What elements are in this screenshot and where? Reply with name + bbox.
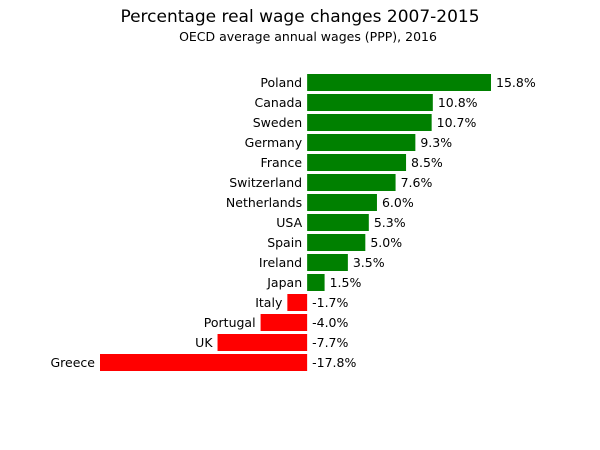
bar-poland (307, 74, 491, 91)
category-label-poland: Poland (260, 75, 302, 90)
chart-title: Percentage real wage changes 2007-2015 (120, 7, 479, 27)
category-label-italy: Italy (255, 295, 283, 310)
value-label-spain: 5.0% (370, 235, 402, 250)
category-label-uk: UK (195, 335, 213, 350)
bar-japan (307, 274, 325, 291)
category-label-switzerland: Switzerland (229, 175, 302, 190)
bar-spain (307, 234, 366, 251)
bars-group (100, 74, 491, 371)
value-label-greece: -17.8% (312, 355, 356, 370)
bar-italy (287, 294, 308, 311)
category-label-portugal: Portugal (204, 315, 256, 330)
value-label-ireland: 3.5% (353, 255, 385, 270)
category-label-germany: Germany (245, 135, 303, 150)
value-label-netherlands: 6.0% (382, 195, 414, 210)
category-label-canada: Canada (255, 95, 303, 110)
category-label-sweden: Sweden (253, 115, 302, 130)
bar-ireland (307, 254, 348, 271)
value-label-japan: 1.5% (330, 275, 362, 290)
value-label-germany: 9.3% (420, 135, 452, 150)
bar-sweden (307, 114, 432, 131)
bar-greece (100, 354, 308, 371)
value-label-usa: 5.3% (374, 215, 406, 230)
category-label-ireland: Ireland (259, 255, 302, 270)
bar-germany (307, 134, 416, 151)
value-label-sweden: 10.7% (437, 115, 477, 130)
value-label-poland: 15.8% (496, 75, 536, 90)
category-label-netherlands: Netherlands (226, 195, 302, 210)
value-label-uk: -7.7% (312, 335, 348, 350)
bar-france (307, 154, 407, 171)
value-label-switzerland: 7.6% (401, 175, 433, 190)
value-label-canada: 10.8% (438, 95, 478, 110)
category-label-usa: USA (276, 215, 302, 230)
category-label-greece: Greece (51, 355, 96, 370)
bar-canada (307, 94, 433, 111)
value-label-portugal: -4.0% (312, 315, 348, 330)
chart-subtitle: OECD average annual wages (PPP), 2016 (179, 29, 437, 44)
bar-usa (307, 214, 369, 231)
category-label-spain: Spain (267, 235, 302, 250)
value-labels-group: 15.8% 10.8% 10.7% 9.3% 8.5% 7.6% 6.0% 5.3% 5.0% 3… (312, 75, 536, 370)
value-label-france: 8.5% (411, 155, 443, 170)
bar-portugal (260, 314, 308, 331)
category-label-japan: Japan (266, 275, 302, 290)
category-labels-group: Poland Canada Sweden Germany France Switzerla… (51, 75, 303, 370)
category-label-france: France (261, 155, 303, 170)
bar-netherlands (307, 194, 377, 211)
bar-switzerland (307, 174, 396, 191)
value-label-italy: -1.7% (312, 295, 348, 310)
bar-uk (217, 334, 308, 351)
